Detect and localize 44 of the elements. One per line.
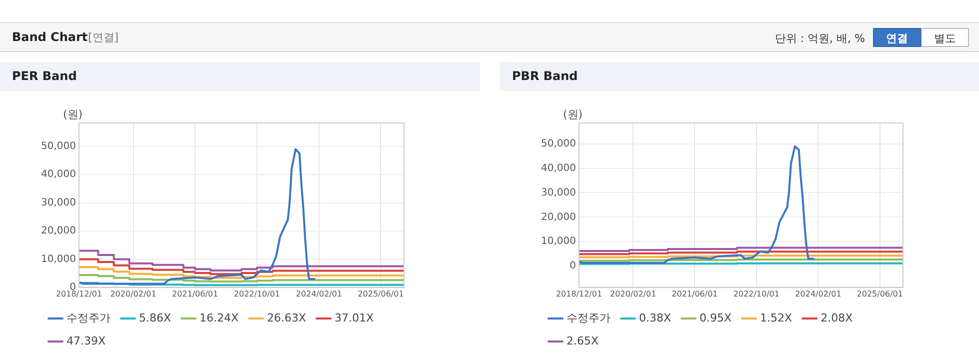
legend-label: 16.24X	[200, 311, 240, 324]
chart-title: PER Band	[0, 62, 480, 91]
y-tick-label: 50,000	[540, 138, 576, 150]
legend-label: 26.63X	[267, 311, 307, 324]
x-tick-label: 2018/12/01	[556, 289, 602, 298]
x-tick-label: 2022/10/01	[234, 289, 280, 298]
x-tick-label: 2021/06/01	[172, 289, 218, 298]
x-tick-label: 2020/02/01	[610, 289, 656, 298]
text: 단위 : 억원, 배, %	[774, 31, 865, 46]
y-tick-label: 30,000	[540, 187, 576, 198]
y-tick-label: 0	[570, 260, 576, 272]
y-tick-label: 10,000	[40, 254, 76, 265]
legend-label: 2.65X	[566, 334, 599, 348]
legend-label: 37.01X	[334, 311, 374, 324]
y-tick-label: 40,000	[540, 162, 576, 174]
legend-label: 0.95X	[700, 311, 732, 324]
x-tick-label: 2018/12/01	[56, 289, 102, 298]
y-tick-label: 40,000	[40, 169, 76, 180]
legend-label: 수정주가	[66, 311, 110, 324]
text: 연결	[873, 28, 921, 47]
y-tick-label: 20,000	[540, 212, 576, 223]
x-tick-label: 2022/10/01	[733, 289, 780, 298]
text: Band Chart	[12, 30, 88, 44]
legend-label: 47.39X	[66, 334, 106, 348]
legend-label: 1.52X	[760, 311, 793, 324]
legend-label: 2.08X	[820, 311, 854, 324]
x-tick-label: 2024/02/01	[795, 289, 842, 298]
text: 별도	[921, 28, 969, 47]
y-tick-label: 20,000	[40, 226, 76, 237]
legend-label: 5.86X	[139, 311, 172, 324]
x-tick-label: 2020/02/01	[110, 289, 156, 298]
x-tick-label: 2025/06/01	[856, 289, 903, 298]
legend-label: 0.38X	[639, 311, 672, 324]
x-tick-label: 2025/06/01	[358, 289, 404, 298]
x-tick-label: 2021/06/01	[672, 289, 718, 298]
text: [연결]	[88, 30, 119, 45]
y-tick-label: 10,000	[540, 236, 576, 248]
y-tick-label: 50,000	[40, 141, 76, 152]
x-tick-label: 2024/02/01	[296, 289, 342, 298]
y-axis-title: (원)	[62, 108, 83, 121]
y-tick-label: 30,000	[40, 197, 76, 208]
legend-label: 수정주가	[566, 311, 610, 324]
y-axis-title: (원)	[562, 108, 583, 121]
chart-title: PBR Band	[500, 62, 979, 91]
